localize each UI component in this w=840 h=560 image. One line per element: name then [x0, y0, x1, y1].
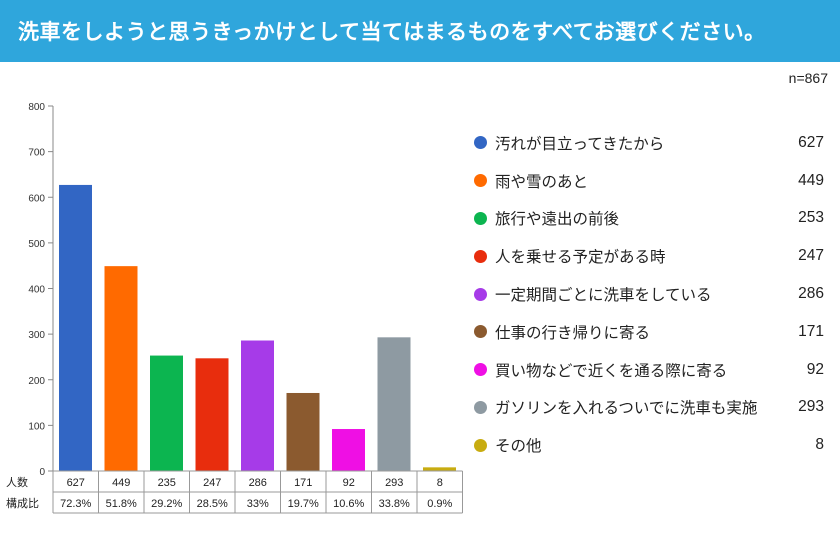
chart-title: 洗車をしようと思うきっかけとして当てはまるものをすべてお選びください。	[18, 20, 766, 44]
table-cell: 92	[343, 477, 355, 489]
y-tick-label: 700	[28, 148, 45, 159]
table-row-label: 構成比	[6, 497, 39, 510]
table-cell: 33%	[247, 498, 269, 510]
table-cell: 28.5%	[197, 498, 228, 510]
table-cell: 0.9%	[427, 498, 452, 510]
legend-swatch-icon	[474, 174, 487, 188]
y-tick-label: 500	[28, 239, 45, 250]
chart-title-bar: 洗車をしようと思うきっかけとして当てはまるものをすべてお選びください。	[0, 0, 840, 62]
legend-label: 一定期間ごとに洗車をしている	[495, 286, 712, 305]
y-tick-label: 800	[28, 102, 45, 113]
legend-item: 人を乗せる予定がある時 247	[474, 237, 824, 275]
bar	[150, 355, 183, 471]
bar	[59, 184, 92, 471]
legend-label: その他	[495, 437, 542, 456]
bar	[286, 392, 320, 471]
legend-value: 247	[798, 247, 824, 265]
legend-swatch-icon	[474, 211, 487, 225]
chart-legend: 汚れが目立ってきたから 627 雨や雪のあと 449 旅行や遠出の前後 253 人を乗…	[474, 124, 824, 464]
table-row-label: 人数	[6, 476, 28, 489]
legend-swatch-icon	[474, 363, 487, 377]
legend-label: 仕事の行き帰りに寄る	[495, 323, 651, 342]
legend-swatch-icon	[474, 325, 487, 339]
table-cell: 293	[385, 477, 403, 489]
legend-item: 買い物などで近くを通る際に寄る 92	[474, 351, 824, 389]
legend-swatch-icon	[474, 136, 487, 150]
table-cell: 627	[67, 477, 85, 489]
bar	[332, 429, 365, 471]
table-cell: 19.7%	[288, 498, 319, 510]
legend-swatch-icon	[474, 287, 487, 301]
table-cell: 247	[203, 477, 221, 489]
legend-item: その他 8	[474, 426, 824, 464]
legend-item: 雨や雪のあと 449	[474, 162, 824, 200]
sample-size-label: n=867	[788, 70, 828, 86]
legend-swatch-icon	[474, 438, 487, 452]
table-cell: 171	[294, 477, 312, 489]
legend-item: 仕事の行き帰りに寄る 171	[474, 313, 824, 351]
legend-item: 一定期間ごとに洗車をしている 286	[474, 275, 824, 313]
y-tick-label: 300	[28, 330, 45, 341]
bar-chart: 0 100 200 300 400 500 600 700 800 人数 627 449 235 247 2…	[6, 102, 463, 514]
table-cell: 8	[437, 477, 443, 489]
legend-value: 286	[798, 285, 824, 303]
bar	[104, 266, 138, 471]
legend-label: 汚れが目立ってきたから	[495, 134, 665, 153]
legend-label: 雨や雪のあと	[495, 172, 589, 191]
y-tick-label: 200	[28, 376, 45, 387]
bar	[423, 467, 456, 471]
legend-value: 92	[806, 360, 824, 378]
table-cell: 51.8%	[106, 498, 137, 510]
table-cell: 286	[249, 477, 267, 489]
legend-swatch-icon	[474, 400, 487, 414]
table-cell: 449	[112, 477, 130, 489]
legend-value: 449	[798, 171, 824, 189]
legend-value: 627	[798, 133, 824, 151]
bar	[377, 337, 411, 471]
legend-value: 293	[798, 398, 824, 416]
legend-label: ガソリンを入れるついでに洗車も実施	[495, 399, 758, 418]
y-tick-label: 0	[39, 467, 45, 478]
y-tick-label: 600	[28, 193, 45, 204]
y-tick-label: 400	[28, 285, 45, 296]
table-cell: 235	[158, 477, 176, 489]
bar	[241, 340, 274, 471]
legend-value: 171	[798, 322, 824, 340]
y-tick-label: 100	[28, 421, 45, 432]
legend-value: 8	[815, 436, 824, 454]
legend-label: 旅行や遠出の前後	[495, 210, 620, 229]
legend-item: ガソリンを入れるついでに洗車も実施 293	[474, 389, 824, 427]
bar	[195, 358, 229, 471]
legend-label: 買い物などで近くを通る際に寄る	[495, 361, 728, 380]
table-cell: 72.3%	[60, 498, 91, 510]
table-cell: 10.6%	[333, 498, 364, 510]
legend-swatch-icon	[474, 249, 487, 263]
legend-label: 人を乗せる予定がある時	[495, 248, 666, 267]
legend-item: 汚れが目立ってきたから 627	[474, 124, 824, 162]
table-cell: 29.2%	[151, 498, 182, 510]
legend-item: 旅行や遠出の前後 253	[474, 200, 824, 238]
legend-value: 253	[798, 209, 824, 227]
table-cell: 33.8%	[379, 498, 410, 510]
